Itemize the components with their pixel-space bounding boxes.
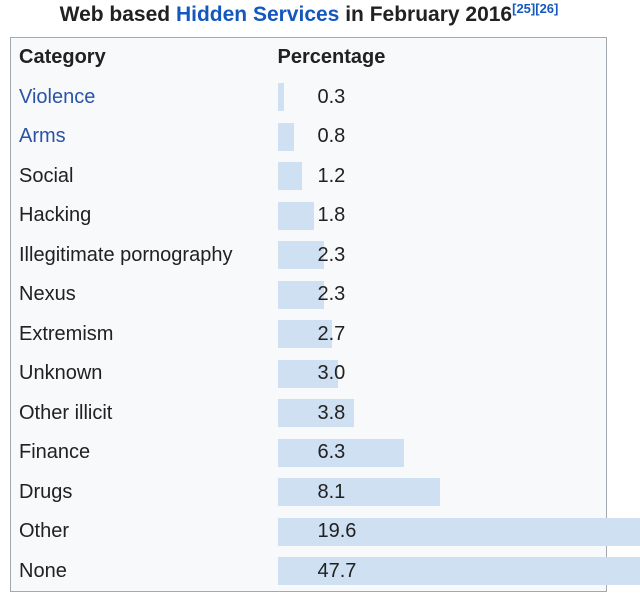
row-label-arms[interactable]: Arms — [19, 125, 66, 148]
percent-value: 0.8 — [317, 125, 346, 148]
row-label-other-illicit: Other illicit — [19, 401, 113, 424]
table-row: Hacking 1.8 — [11, 196, 607, 236]
percent-bar — [277, 162, 302, 190]
row-label-social: Social — [19, 164, 74, 187]
percent-value: 47.7 — [317, 559, 357, 582]
percent-value: 0.3 — [317, 85, 346, 108]
row-label-hacking: Hacking — [19, 204, 92, 227]
percent-bar — [277, 557, 640, 585]
percent-value: 8.1 — [317, 480, 346, 503]
table-row: Social 1.2 — [11, 157, 607, 197]
percent-value: 6.3 — [317, 441, 346, 464]
title-prefix: Web based — [59, 3, 176, 26]
percent-value: 2.7 — [317, 322, 346, 345]
percent-bar — [277, 122, 294, 151]
table-row: Drugs 8.1 — [11, 473, 607, 513]
table-header-row: Category Percentage — [11, 38, 607, 78]
percent-bar — [277, 201, 314, 230]
row-label-unknown: Unknown — [19, 362, 103, 385]
ref-26-link[interactable]: [26] — [535, 1, 559, 16]
percent-bar — [277, 83, 284, 111]
hidden-services-table: Category Percentage Violence 0.3 Arms 0.… — [10, 37, 640, 592]
title-link-hidden-services[interactable]: Hidden Services — [175, 3, 340, 26]
percent-bar — [277, 478, 440, 506]
percent-value: 2.3 — [317, 283, 346, 306]
percent-value: 3.0 — [317, 362, 346, 385]
row-label-nexus: Nexus — [19, 283, 76, 306]
header-percentage: Percentage — [277, 46, 386, 69]
row-label-none: None — [19, 559, 67, 582]
row-label-drugs: Drugs — [19, 480, 73, 503]
percent-value: 2.3 — [317, 243, 346, 266]
table-row: Finance 6.3 — [11, 433, 607, 473]
table-row: Other 19.6 — [11, 512, 640, 552]
percent-bar — [277, 399, 354, 427]
table-row: Arms 0.8 — [11, 117, 607, 157]
row-label-other: Other — [19, 520, 70, 543]
percent-value: 19.6 — [317, 520, 357, 543]
percent-value: 3.8 — [317, 401, 346, 424]
percent-bar — [277, 241, 324, 269]
row-label-finance: Finance — [19, 441, 91, 464]
row-label-extremism: Extremism — [19, 322, 114, 345]
table-row: Illegitimate pornography 2.3 — [11, 236, 607, 276]
percent-bar — [277, 359, 338, 388]
page-title: Web based Hidden Services in February 20… — [0, 1, 618, 27]
ref-25-link[interactable]: [25] — [512, 1, 536, 16]
row-label-violence[interactable]: Violence — [19, 85, 96, 108]
table-row: Violence 0.3 — [11, 78, 607, 118]
table-row: Unknown 3.0 — [11, 354, 607, 394]
percent-value: 1.8 — [317, 204, 346, 227]
percent-value: 1.2 — [317, 164, 346, 187]
table-row: Other illicit 3.8 — [11, 394, 607, 434]
table-row: None 47.7 — [11, 552, 640, 592]
percent-bar — [277, 438, 404, 467]
percent-bar — [277, 280, 324, 309]
table-row: Nexus 2.3 — [11, 275, 607, 315]
header-category: Category — [19, 46, 106, 69]
table-row: Extremism 2.7 — [11, 315, 607, 355]
row-label-illegitimate-pornography: Illegitimate pornography — [19, 243, 233, 266]
title-suffix: in February 2016 — [339, 3, 513, 26]
percent-bar — [277, 320, 332, 348]
percent-bar — [277, 517, 640, 546]
